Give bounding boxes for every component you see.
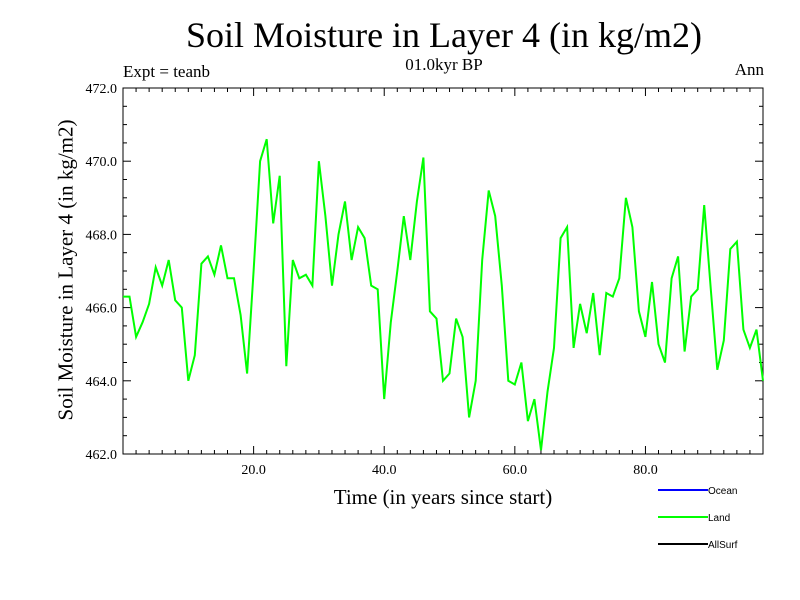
experiment-label: Expt = teanb bbox=[123, 62, 211, 81]
x-axis-label: Time (in years since start) bbox=[333, 485, 553, 509]
legend: Ocean Land AllSurf bbox=[658, 486, 738, 551]
legend-label-allsurf: AllSurf bbox=[708, 540, 738, 551]
y-tick-label: 470.0 bbox=[86, 155, 118, 170]
x-tick-label: 40.0 bbox=[372, 463, 397, 478]
chart-subtitle: 01.0kyr BP bbox=[405, 55, 483, 74]
y-tick-label: 472.0 bbox=[86, 82, 118, 97]
x-tick-label: 80.0 bbox=[633, 463, 658, 478]
plot-frame bbox=[122, 87, 764, 455]
y-tick-label: 462.0 bbox=[86, 448, 118, 463]
x-tick-label: 60.0 bbox=[503, 463, 528, 478]
chart-title: Soil Moisture in Layer 4 (in kg/m2) bbox=[186, 15, 702, 55]
series-line-land bbox=[123, 138, 764, 451]
legend-label-ocean: Ocean bbox=[708, 486, 737, 497]
y-tick-label: 464.0 bbox=[86, 375, 118, 390]
y-tick-label: 468.0 bbox=[86, 228, 118, 243]
axis-tick-labels: 20.0 40.0 60.0 80.0 462.0 464.0 466.0 468.0 470.… bbox=[86, 82, 658, 478]
period-label: Ann bbox=[734, 60, 764, 79]
series-layer bbox=[123, 138, 764, 451]
legend-label-land: Land bbox=[708, 513, 730, 524]
axis-ticks bbox=[123, 88, 763, 454]
y-tick-label: 466.0 bbox=[86, 302, 118, 317]
x-tick-label: 20.0 bbox=[241, 463, 266, 478]
